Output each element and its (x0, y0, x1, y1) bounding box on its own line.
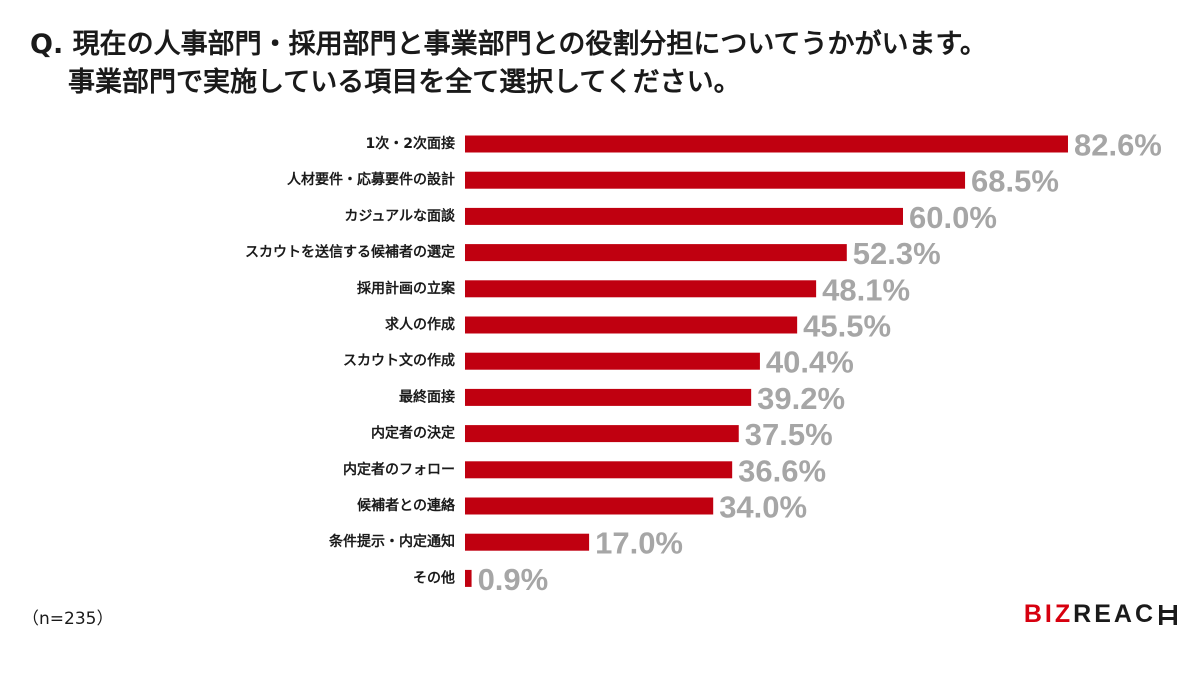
bar (465, 388, 752, 406)
question-line-1: Q. 現在の人事部門・採用部門と事業部門との役割分担についてうかがいます。 (30, 29, 987, 60)
bars (465, 135, 1068, 587)
category-label: その他 (413, 569, 455, 586)
bar (465, 533, 590, 551)
bar (465, 425, 739, 443)
bar-chart: 1次・2次面接人材要件・応募要件の設計カジュアルな面談スカウトを送信する候補者の… (245, 128, 1162, 597)
category-label: 1次・2次面接 (366, 135, 455, 152)
value-label: 48.1% (822, 272, 910, 307)
bar (465, 207, 903, 225)
value-label: 36.6% (738, 453, 826, 488)
value-labels: 82.6% 68.5%60.0%52.3%48.1%45.5%40.4%39.2%… (478, 128, 1162, 597)
bar (465, 135, 1068, 153)
category-label: 採用計画の立案 (357, 280, 456, 297)
value-label: 17.0% (595, 526, 683, 561)
bar (465, 171, 966, 189)
value-label: 60.0% (909, 200, 997, 235)
logo-text-biz: BIZ (1023, 600, 1074, 628)
category-labels: 1次・2次面接人材要件・応募要件の設計カジュアルな面談スカウトを送信する候補者の… (245, 135, 456, 586)
sample-size-note: （n=235） (22, 609, 114, 629)
category-label: スカウト文の作成 (343, 352, 455, 369)
category-label: 内定者の決定 (371, 425, 455, 442)
bizreach-logo: BIZ REAC (1024, 600, 1178, 629)
question-line-2: 事業部門で実施している項目を全て選択してください。 (68, 67, 741, 98)
value-label: 40.4% (766, 345, 854, 380)
value-label: 37.5% (745, 417, 833, 452)
category-label: 人材要件・応募要件の設計 (287, 171, 455, 188)
bar (465, 497, 714, 515)
value-label: 52.3% (853, 236, 941, 271)
logo-h-mark-icon (1159, 604, 1177, 625)
value-label: 39.2% (757, 381, 845, 416)
value-label: 0.9% (478, 562, 549, 597)
question-title: Q. 現在の人事部門・採用部門と事業部門との役割分担についてうかがいます。 事業… (30, 26, 1170, 102)
category-label: 条件提示・内定通知 (328, 533, 455, 550)
value-label: 82.6% (1074, 128, 1162, 163)
bar (465, 316, 798, 334)
value-label: 34.0% (719, 490, 807, 525)
value-label: 45.5% (803, 309, 891, 344)
bar (465, 461, 733, 479)
category-label: 内定者のフォロー (343, 461, 455, 478)
category-label: カジュアルな面談 (344, 207, 456, 224)
bar (465, 244, 847, 262)
category-label: 最終面接 (399, 388, 455, 405)
category-label: 候補者との連絡 (357, 497, 456, 514)
bar (465, 569, 472, 587)
logo-text-reach: REAC (1073, 600, 1156, 628)
bar (465, 352, 760, 370)
category-label: スカウトを送信する候補者の選定 (245, 244, 455, 261)
category-label: 求人の作成 (385, 316, 455, 333)
value-label: 68.5% (971, 164, 1059, 199)
bar (465, 280, 817, 298)
